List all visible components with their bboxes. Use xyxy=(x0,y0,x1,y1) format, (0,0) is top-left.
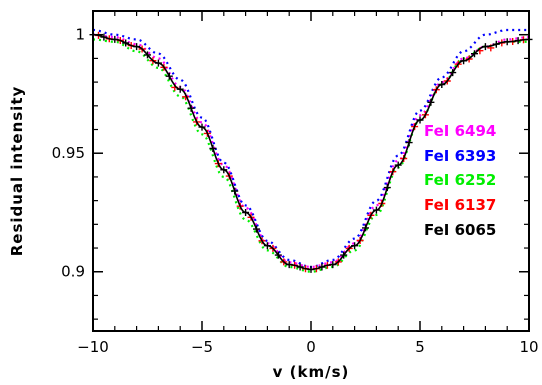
data-point xyxy=(307,265,315,273)
data-point xyxy=(133,43,141,51)
data-point xyxy=(383,184,391,192)
data-point xyxy=(372,206,380,214)
data-point xyxy=(220,166,228,174)
data-point xyxy=(471,50,478,58)
x-tick-label: 5 xyxy=(415,338,425,356)
x-axis-label: v (km/s) xyxy=(273,363,350,381)
data-point xyxy=(144,51,151,59)
data-point xyxy=(460,57,468,65)
legend-entry: FeI 6137 xyxy=(424,196,496,214)
chart-marks xyxy=(89,28,533,273)
legend-entry: FeI 6494 xyxy=(424,122,496,140)
data-point xyxy=(438,81,446,88)
legend-entry: FeI 6393 xyxy=(424,147,496,165)
data-point xyxy=(209,145,217,152)
data-point xyxy=(253,225,260,233)
data-point xyxy=(427,98,435,106)
data-point xyxy=(405,139,413,147)
data-point xyxy=(362,224,369,232)
x-tick-label: 10 xyxy=(519,338,538,356)
series-line xyxy=(92,38,529,273)
data-point xyxy=(285,261,293,269)
data-point xyxy=(198,123,206,131)
y-tick-label: 1 xyxy=(75,26,85,44)
chart-legend: FeI 6494 FeI 6393 FeI 6252 FeI 6137 FeI 6065 xyxy=(424,122,496,239)
data-point xyxy=(416,116,424,124)
data-point xyxy=(296,263,304,271)
data-point xyxy=(481,43,489,51)
x-tick-label: −5 xyxy=(191,338,213,356)
data-point xyxy=(187,104,195,112)
data-point xyxy=(449,69,457,77)
data-point xyxy=(514,37,522,45)
legend-entry: FeI 6252 xyxy=(424,171,496,189)
data-point xyxy=(394,161,402,169)
data-point xyxy=(503,38,511,46)
x-tick-label: 0 xyxy=(306,338,316,356)
data-point xyxy=(263,242,271,250)
data-point xyxy=(274,251,282,259)
series-fei-6252 xyxy=(92,38,529,273)
data-point xyxy=(318,263,326,271)
series-fei-6065 xyxy=(89,31,533,273)
y-tick-label: 0.9 xyxy=(61,263,85,281)
data-point xyxy=(176,85,184,93)
x-tick-label: −10 xyxy=(77,338,109,356)
y-axis-label: Residual intensity xyxy=(8,86,26,257)
data-point xyxy=(340,251,348,259)
data-point xyxy=(231,187,239,195)
data-point xyxy=(242,209,250,216)
data-point xyxy=(165,72,173,80)
data-point xyxy=(100,33,108,41)
data-point xyxy=(492,40,500,48)
chart-axes: −10 −5 0 5 10 0.9 0.95 1 xyxy=(52,10,539,356)
data-point xyxy=(329,261,337,269)
data-point xyxy=(154,59,162,67)
data-point xyxy=(111,35,119,43)
y-tick-label: 0.95 xyxy=(52,144,85,162)
data-point xyxy=(122,39,130,47)
data-point xyxy=(351,242,359,250)
legend-entry: FeI 6065 xyxy=(424,221,496,239)
